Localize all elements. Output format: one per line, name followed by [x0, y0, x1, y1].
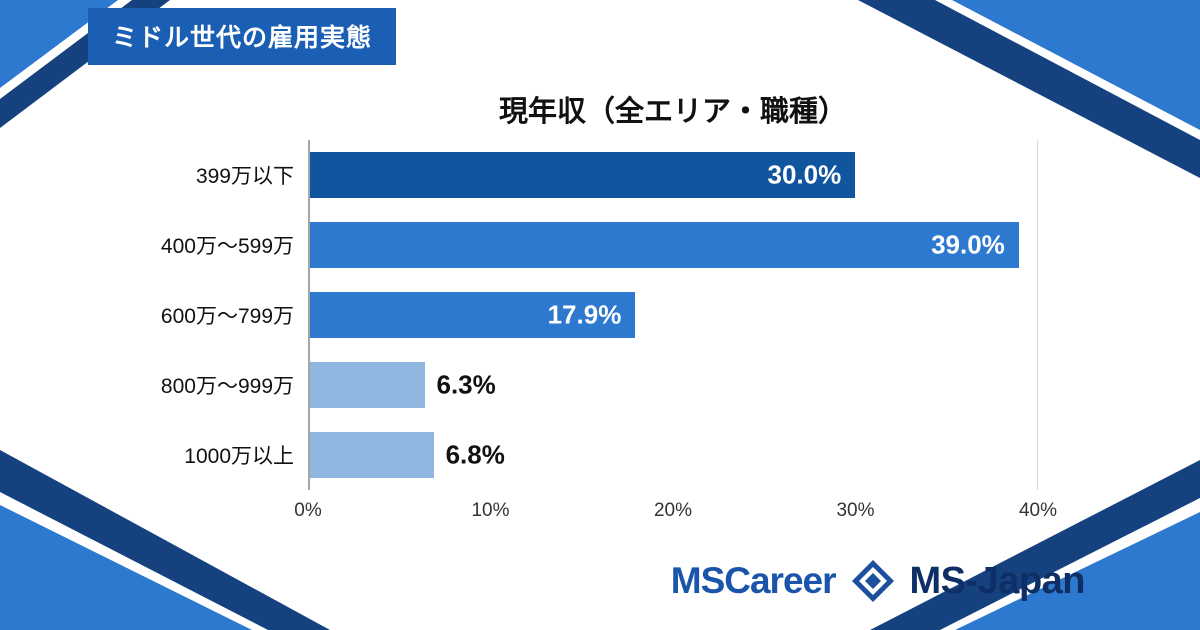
bar: 30.0%	[310, 152, 856, 198]
plot-area: 399万以下 30.0% 400万〜599万 39.0% 600万〜799万 17.9% 8…	[161, 140, 1038, 490]
category-label: 399万以下	[195, 165, 294, 188]
chart-title: 現年収（全エリア・職種）	[498, 96, 847, 128]
bar-row: 1000万以上 6.8%	[184, 420, 1037, 490]
bar-row: 399万以下 30.0%	[196, 140, 1037, 210]
category-label: 800万〜999万	[160, 375, 294, 398]
x-tick-label: 10%	[471, 500, 510, 521]
header-badge: ミドル世代の雇用実態	[88, 8, 397, 65]
mscareer-logo: MSCareer	[670, 560, 837, 601]
corner-decoration-bottom-right-blue	[955, 512, 1200, 630]
bar: 17.9%	[310, 292, 636, 338]
corner-decoration-top-right-blue	[952, 0, 1200, 130]
x-tick-label: 20%	[653, 500, 693, 521]
category-label: 600万〜799万	[160, 305, 294, 328]
value-label: 17.9%	[547, 299, 622, 330]
value-label: 39.0%	[931, 229, 1005, 260]
x-tick-label: 0%	[294, 500, 322, 521]
bar: 6.3%	[310, 362, 496, 408]
corner-decoration-bottom-left-blue	[0, 505, 252, 630]
bar-row: 400万〜599万 39.0%	[161, 210, 1037, 280]
category-label: 400万〜599万	[160, 235, 294, 258]
value-label: 6.8%	[445, 439, 505, 470]
bar: 6.8%	[310, 432, 505, 478]
bar-row: 800万〜999万 6.3%	[161, 350, 1037, 420]
ms-japan-logo: MS-Japan	[909, 559, 1086, 602]
footer-logos: MSCareer MS-Japan	[670, 558, 1086, 604]
x-tick-label: 30%	[836, 500, 875, 521]
bar: 39.0%	[310, 222, 1019, 268]
ms-japan-diamond-icon	[851, 560, 894, 602]
x-axis: 0% 10% 20% 30% 40%	[294, 500, 1057, 526]
value-label: 6.3%	[436, 369, 496, 400]
bar-row: 600万〜799万 17.9%	[161, 280, 1037, 350]
x-tick-label: 40%	[1018, 500, 1058, 521]
category-label: 1000万以上	[184, 445, 294, 468]
value-label: 30.0%	[767, 159, 842, 190]
